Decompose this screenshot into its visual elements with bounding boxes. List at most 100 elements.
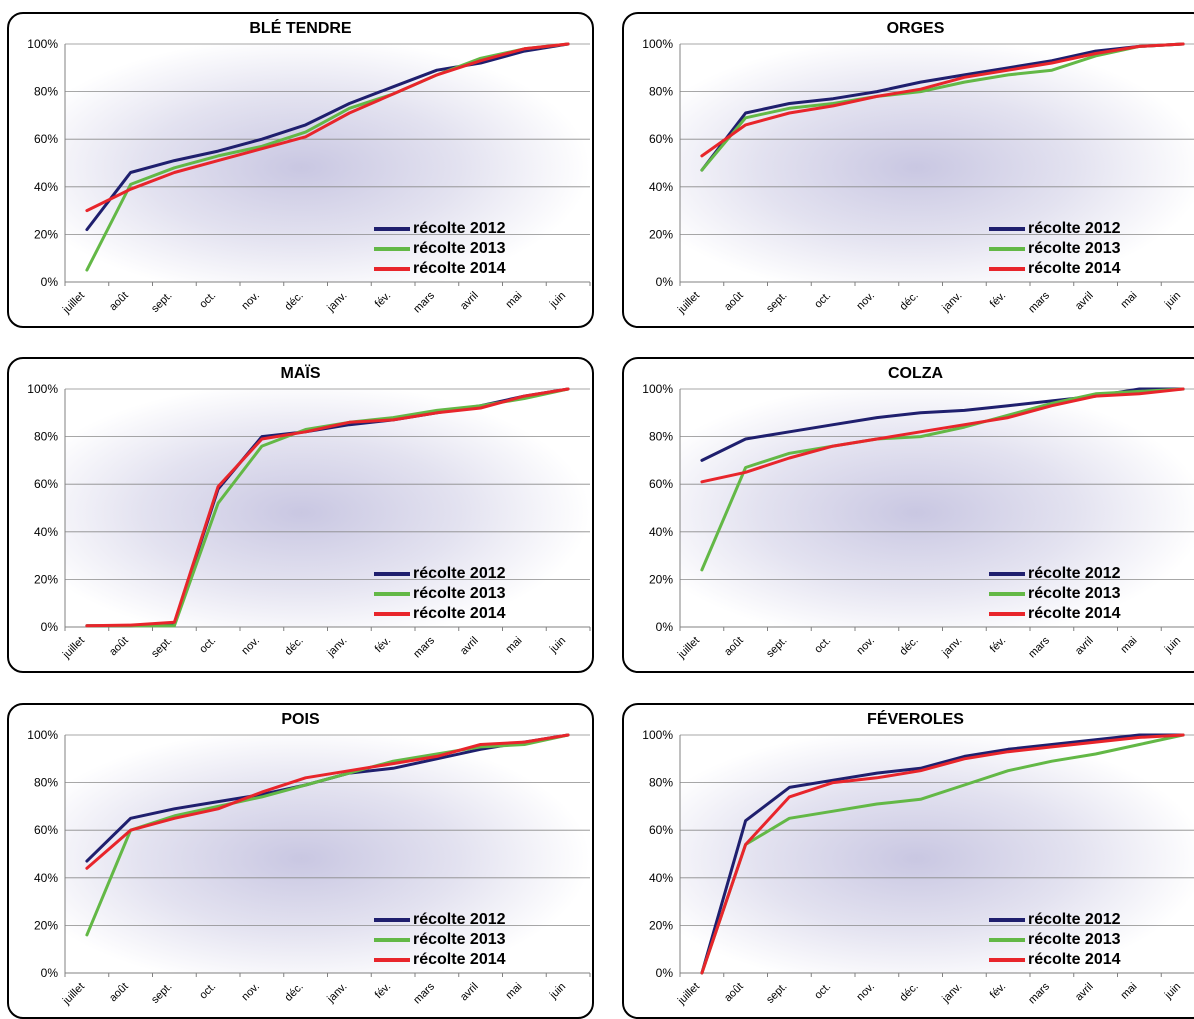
legend-label: récolte 2013: [1028, 240, 1121, 257]
series-line-recolte-2014: [85, 42, 570, 213]
chart-legend: récolte 2012 récolte 2013 récolte 2014: [374, 219, 506, 279]
y-tick-label: 100%: [27, 728, 58, 742]
x-tick-label: mai: [503, 635, 524, 656]
x-tick-label: avril: [458, 290, 481, 313]
chart-legend: récolte 2012 récolte 2013 récolte 2014: [989, 910, 1121, 970]
x-tick-label: avril: [1073, 981, 1096, 1004]
legend-item: récolte 2013: [989, 239, 1121, 259]
legend-swatch: [374, 938, 410, 942]
y-tick-label: 40%: [649, 525, 673, 539]
legend-swatch: [374, 958, 410, 962]
legend-item: récolte 2014: [989, 950, 1121, 970]
legend-label: récolte 2013: [413, 585, 506, 602]
y-tick-label: 0%: [656, 275, 674, 289]
series-line-recolte-2013: [700, 733, 1185, 975]
x-tick-label: juillet: [675, 635, 702, 662]
x-tick-label: juillet: [60, 635, 87, 662]
y-tick-label: 80%: [649, 430, 673, 444]
legend-item: récolte 2012: [374, 219, 506, 239]
x-tick-label: janv.: [324, 981, 349, 1006]
x-tick-label: juin: [547, 981, 568, 1002]
x-tick-label: oct.: [812, 635, 833, 656]
y-tick-label: 80%: [34, 776, 58, 790]
y-tick-label: 80%: [34, 430, 58, 444]
y-tick-label: 40%: [649, 180, 673, 194]
legend-item: récolte 2014: [374, 604, 506, 624]
x-tick-label: janv.: [324, 635, 349, 660]
y-tick-label: 60%: [34, 132, 58, 146]
legend-item: récolte 2014: [989, 259, 1121, 279]
x-tick-label: sept.: [764, 981, 789, 1006]
x-tick-label: juillet: [675, 290, 702, 317]
y-tick-label: 80%: [649, 776, 673, 790]
x-tick-label: nov.: [239, 635, 262, 658]
chart-panel-ble-tendre: BLÉ TENDRE 0% 20% 40% 60% 80% 100% juillet août s…: [7, 12, 594, 328]
legend-item: récolte 2013: [989, 930, 1121, 950]
x-tick-label: juin: [1162, 290, 1183, 311]
x-tick-label: août: [107, 981, 131, 1005]
x-tick-label: nov.: [854, 981, 877, 1004]
chart-title: FÉVEROLES: [867, 711, 964, 728]
legend-label: récolte 2013: [413, 240, 506, 257]
x-tick-label: déc.: [283, 981, 306, 1004]
x-tick-label: mars: [1026, 980, 1052, 1006]
y-tick-label: 40%: [649, 871, 673, 885]
legend-label: récolte 2014: [1028, 951, 1121, 968]
y-tick-label: 0%: [41, 620, 59, 634]
legend-label: récolte 2012: [413, 565, 506, 582]
x-tick-label: sept.: [764, 635, 789, 660]
x-tick-label: août: [107, 635, 131, 659]
legend-swatch: [989, 267, 1025, 271]
legend-label: récolte 2013: [413, 931, 506, 948]
chart-panel-colza: COLZA 0% 20% 40% 60% 80% 100% juillet août sept. o…: [622, 357, 1194, 673]
legend-item: récolte 2012: [989, 564, 1121, 584]
x-tick-label: juillet: [675, 981, 702, 1008]
y-tick-label: 60%: [34, 477, 58, 491]
legend-label: récolte 2012: [1028, 911, 1121, 928]
chart-legend: récolte 2012 récolte 2013 récolte 2014: [374, 910, 506, 970]
y-tick-label: 100%: [27, 382, 58, 396]
chart-title: POIS: [281, 711, 320, 728]
x-tick-label: fév.: [373, 290, 393, 310]
x-tick-label: mars: [1026, 289, 1052, 315]
legend-swatch: [374, 227, 410, 231]
x-tick-label: janv.: [939, 635, 964, 660]
y-tick-label: 20%: [34, 572, 58, 586]
y-tick-label: 80%: [649, 85, 673, 99]
legend-item: récolte 2012: [989, 219, 1121, 239]
x-tick-label: fév.: [988, 635, 1008, 655]
x-tick-label: janv.: [324, 290, 349, 315]
x-tick-label: mai: [1118, 981, 1139, 1002]
x-tick-label: déc.: [898, 981, 921, 1004]
x-tick-label: juin: [547, 290, 568, 311]
x-tick-label: déc.: [283, 290, 306, 313]
x-tick-label: janv.: [939, 290, 964, 315]
chart-svg-pois: 0% 20% 40% 60% 80% 100% juillet août sept. oct. no…: [27, 728, 591, 1008]
x-tick-label: mai: [503, 290, 524, 311]
chart-panel-feveroles: FÉVEROLES 0% 20% 40% 60% 80% 100% juillet août se…: [622, 703, 1194, 1019]
x-tick-label: nov.: [854, 290, 877, 313]
y-tick-label: 40%: [34, 180, 58, 194]
chart-panel-mais: MAÏS 0% 20% 40% 60% 80% 100% juillet août sept. oc…: [7, 357, 594, 673]
x-tick-label: juin: [1162, 635, 1183, 656]
y-tick-label: 40%: [34, 871, 58, 885]
legend-label: récolte 2014: [1028, 260, 1121, 277]
x-tick-label: juin: [547, 635, 568, 656]
x-tick-label: sept.: [149, 290, 174, 315]
legend-item: récolte 2012: [374, 564, 506, 584]
legend-label: récolte 2012: [1028, 565, 1121, 582]
y-tick-label: 20%: [649, 572, 673, 586]
legend-label: récolte 2014: [413, 951, 506, 968]
series-line-recolte-2013: [700, 387, 1185, 572]
chart-svg-orges: 0% 20% 40% 60% 80% 100% juillet août sept. oct. no…: [642, 37, 1194, 317]
series-line-recolte-2014: [700, 387, 1185, 484]
x-tick-label: oct.: [197, 290, 218, 311]
legend-label: récolte 2014: [1028, 605, 1121, 622]
x-tick-label: nov.: [239, 290, 262, 313]
series-line-recolte-2014: [700, 733, 1185, 975]
x-tick-label: août: [107, 290, 131, 314]
x-tick-label: juillet: [60, 290, 87, 317]
x-tick-label: août: [722, 635, 746, 659]
x-tick-label: sept.: [764, 290, 789, 315]
y-tick-label: 20%: [34, 918, 58, 932]
